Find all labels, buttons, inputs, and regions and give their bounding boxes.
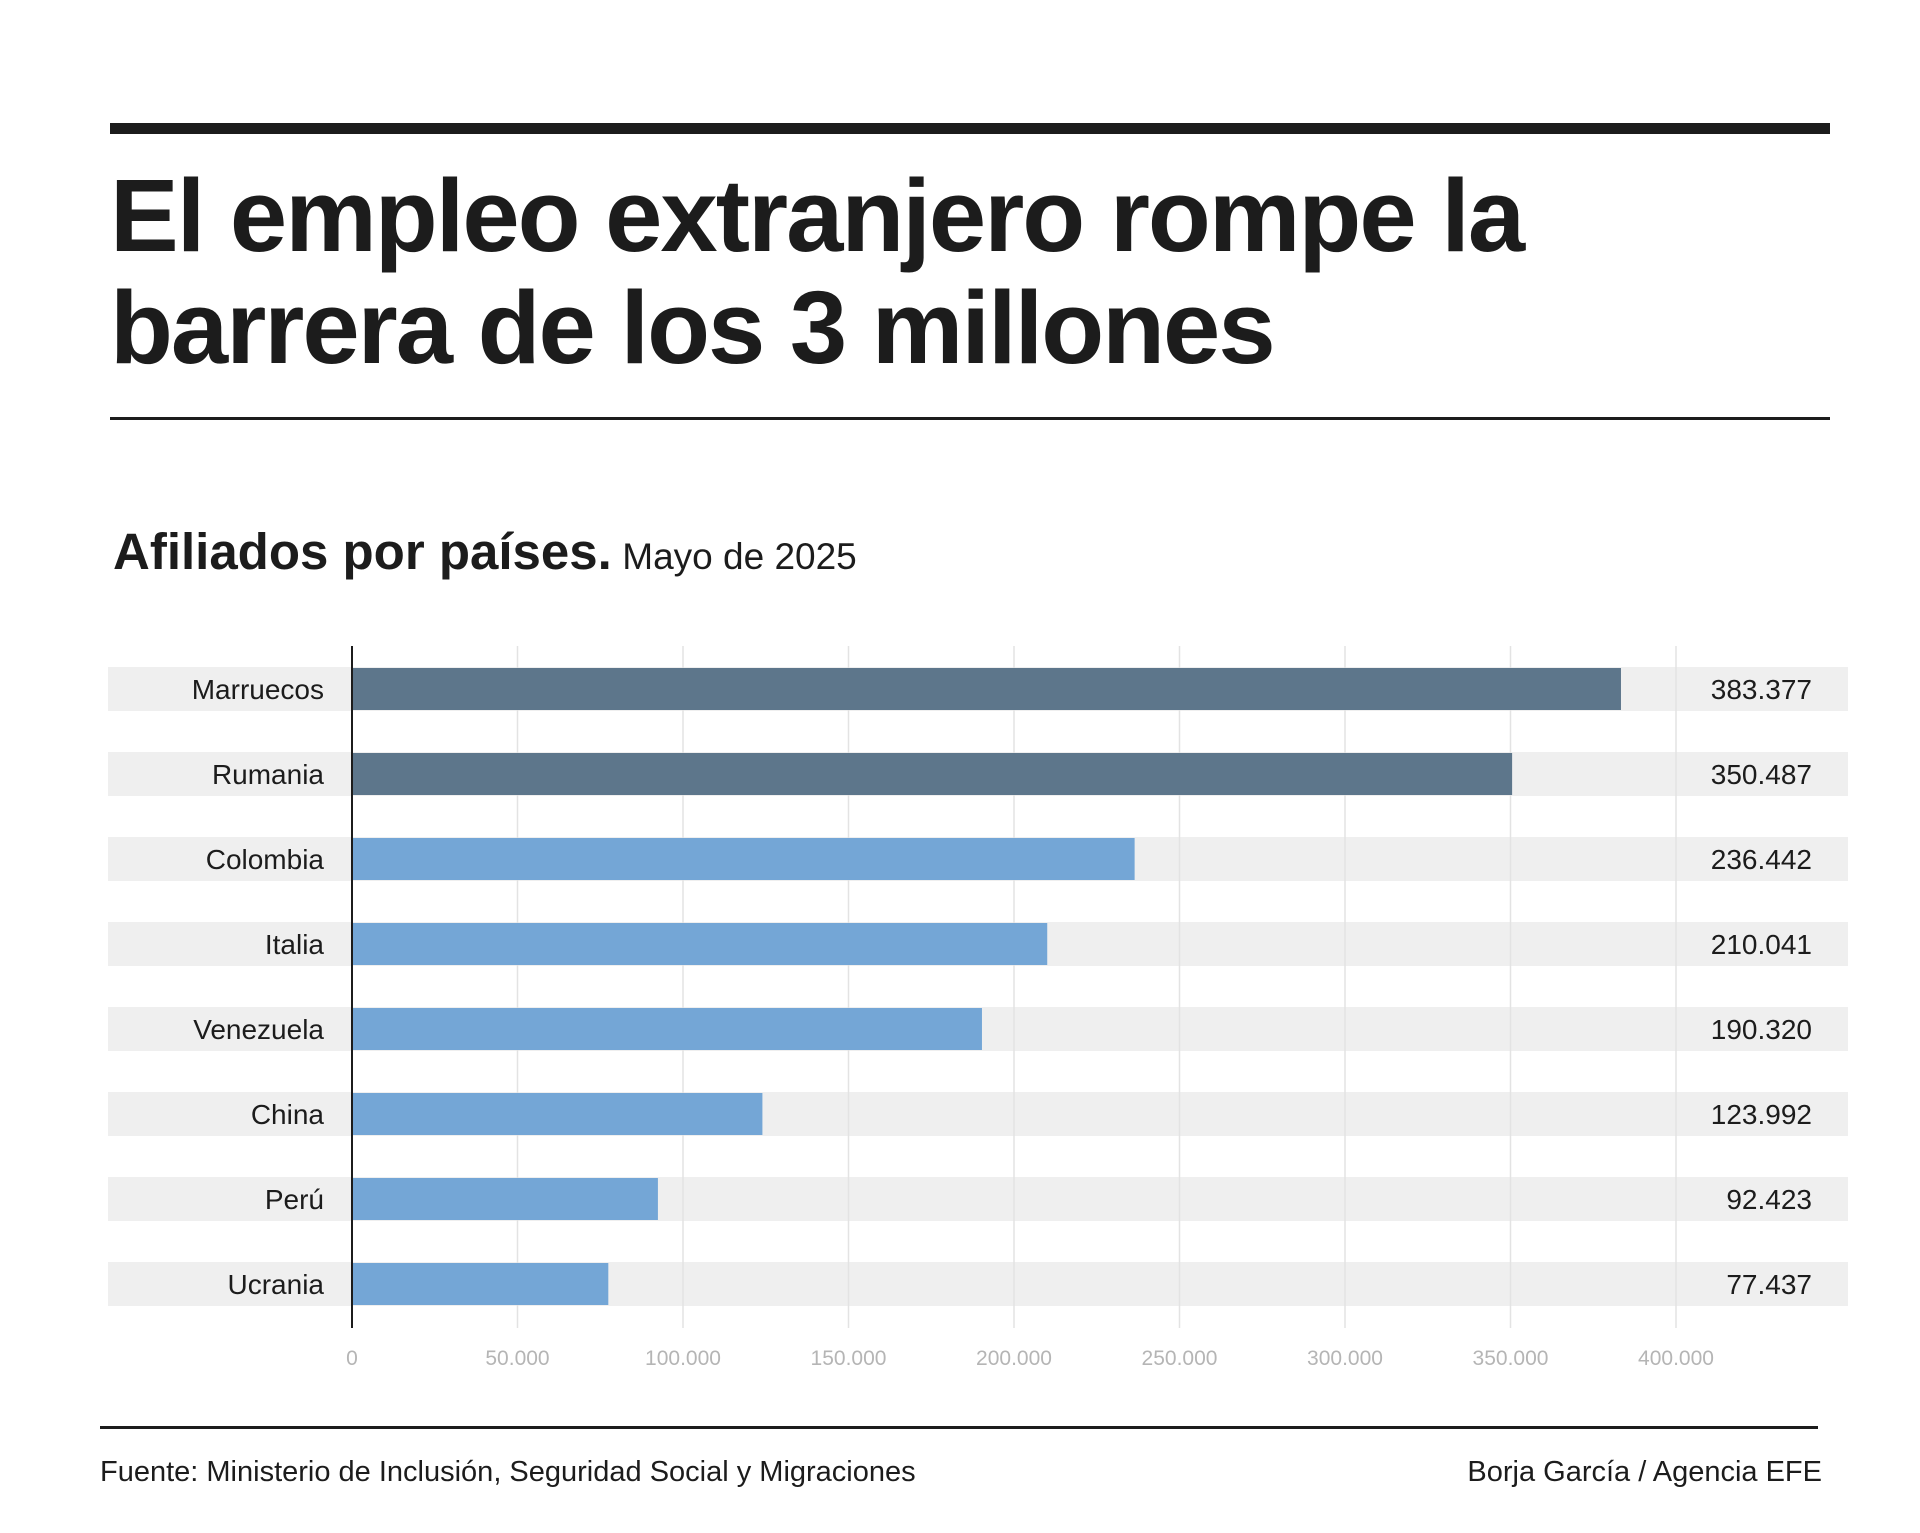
- bar: [352, 838, 1135, 880]
- category-label: Ucrania: [228, 1269, 325, 1300]
- chart-subtitle: Afiliados por países. Mayo de 2025: [113, 522, 857, 581]
- bar: [352, 923, 1048, 965]
- x-tick-label: 300.000: [1307, 1347, 1383, 1370]
- x-tick-label: 250.000: [1142, 1347, 1218, 1370]
- category-label: Rumania: [212, 759, 324, 790]
- value-label: 383.377: [1711, 674, 1812, 705]
- x-tick-label: 400.000: [1638, 1347, 1714, 1370]
- x-tick-label: 200.000: [976, 1347, 1052, 1370]
- chart-date: Mayo de 2025: [622, 536, 857, 577]
- bar: [352, 1093, 763, 1135]
- x-tick-label: 100.000: [645, 1347, 721, 1370]
- credit-note: Borja García / Agencia EFE: [1467, 1456, 1822, 1488]
- bar: [352, 668, 1621, 710]
- value-label: 210.041: [1711, 929, 1812, 960]
- category-label: Colombia: [206, 844, 325, 875]
- bar-chart: Marruecos 383.377 Rumania 350.487 Colombia 23…: [108, 646, 1848, 1370]
- value-label: 123.992: [1711, 1099, 1812, 1130]
- category-label: Italia: [265, 929, 325, 960]
- category-label: China: [251, 1099, 325, 1130]
- title-rule: [110, 417, 1830, 420]
- category-label: Perú: [265, 1184, 324, 1215]
- value-label: 77.437: [1726, 1269, 1812, 1300]
- value-label: 92.423: [1726, 1184, 1812, 1215]
- value-label: 236.442: [1711, 844, 1812, 875]
- x-tick-label: 50.000: [485, 1347, 549, 1370]
- top-rule: [110, 123, 1830, 134]
- value-label: 190.320: [1711, 1014, 1812, 1045]
- page-title: El empleo extranjero rompe la barrera de…: [110, 158, 1525, 385]
- chart-title: Afiliados por países.: [113, 523, 612, 580]
- bottom-rule: [100, 1426, 1818, 1429]
- source-note: Fuente: Ministerio de Inclusión, Segurid…: [100, 1456, 916, 1488]
- value-label: 350.487: [1711, 759, 1812, 790]
- x-tick-label: 0: [346, 1347, 358, 1370]
- category-label: Marruecos: [192, 674, 324, 705]
- bar: [352, 753, 1513, 795]
- bar: [352, 1178, 658, 1220]
- bar: [352, 1263, 609, 1305]
- bar: [352, 1008, 982, 1050]
- x-tick-label: 150.000: [811, 1347, 887, 1370]
- category-label: Venezuela: [193, 1014, 324, 1045]
- x-tick-label: 350.000: [1473, 1347, 1549, 1370]
